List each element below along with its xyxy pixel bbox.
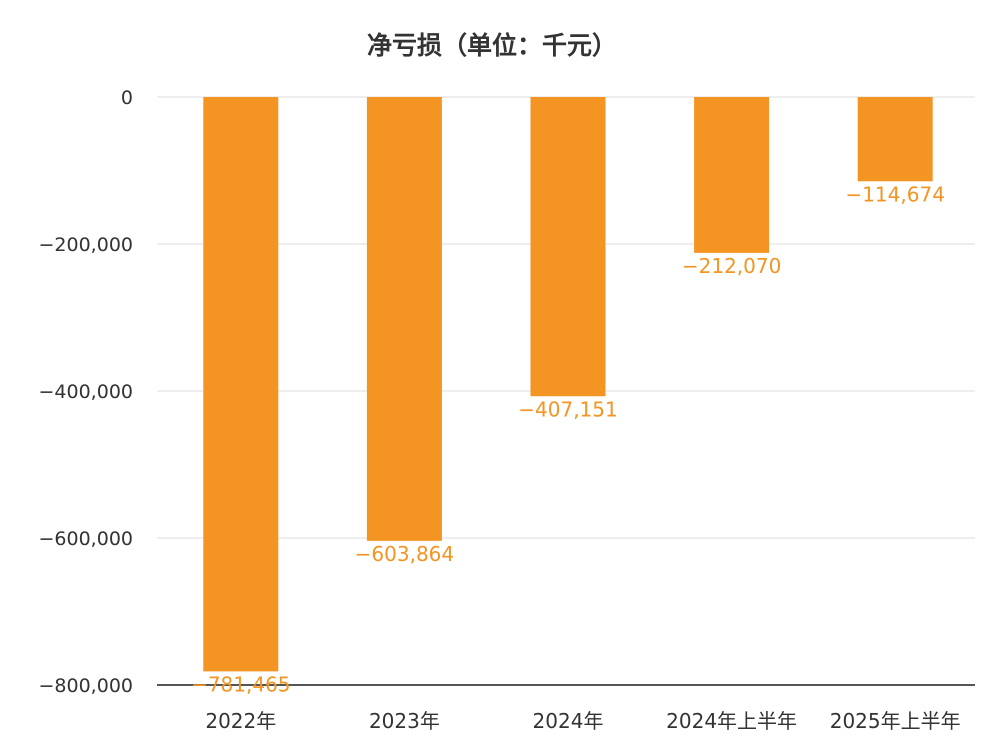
y-tick-label: −200,000 bbox=[39, 234, 134, 256]
x-tick-label: 2022年 bbox=[205, 709, 276, 733]
bar bbox=[694, 97, 770, 253]
y-tick-label: −600,000 bbox=[39, 528, 134, 550]
x-tick-label: 2025年上半年 bbox=[830, 709, 961, 733]
bar bbox=[203, 97, 279, 672]
data-label: −114,674 bbox=[845, 182, 944, 206]
bar bbox=[366, 97, 442, 541]
x-tick-label: 2023年 bbox=[369, 709, 440, 733]
data-label: −603,864 bbox=[355, 542, 454, 566]
y-tick-label: −400,000 bbox=[39, 381, 134, 403]
chart-title: 净亏损（单位：千元） bbox=[367, 31, 617, 60]
x-tick-label: 2024年上半年 bbox=[666, 709, 797, 733]
data-label: −781,465 bbox=[191, 672, 290, 696]
data-label: −407,151 bbox=[518, 397, 617, 421]
data-label: −212,070 bbox=[682, 254, 781, 278]
bar bbox=[857, 97, 933, 182]
y-tick-label: −800,000 bbox=[39, 675, 134, 697]
y-tick-label: 0 bbox=[121, 87, 133, 109]
bar bbox=[530, 97, 606, 397]
x-tick-label: 2024年 bbox=[533, 709, 604, 733]
